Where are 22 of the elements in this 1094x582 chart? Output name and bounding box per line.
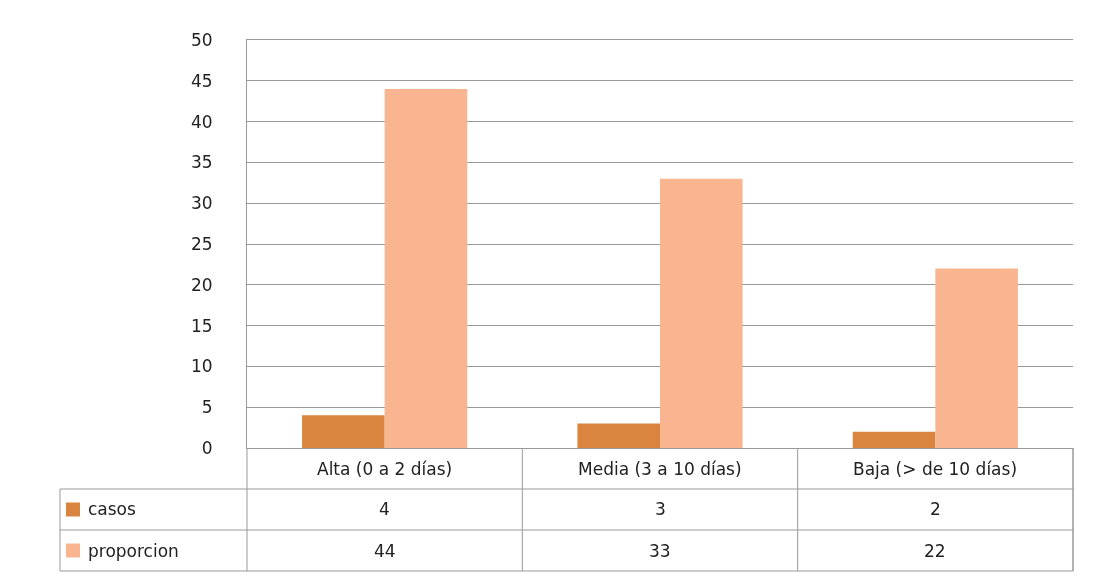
data-label: 44 [374, 541, 396, 561]
x-tick-label: Alta (0 a 2 días) [317, 459, 453, 479]
y-tick-label: 50 [190, 29, 213, 50]
y-tick-label: 5 [201, 397, 213, 418]
x-tick-label: Baja (> de 10 días) [853, 459, 1018, 479]
data-label: 33 [649, 541, 671, 561]
y-tick-label: 45 [190, 70, 213, 91]
y-tick-label: 0 [201, 437, 213, 458]
y-tick-label: 30 [190, 193, 213, 214]
data-label: 2 [930, 499, 941, 519]
y-tick-label: 40 [190, 111, 213, 132]
y-tick-label: 25 [190, 233, 213, 254]
y-tick-label: 15 [190, 315, 213, 336]
data-label: 3 [655, 499, 666, 519]
legend-label: casos [88, 499, 137, 519]
y-tick-label: 35 [190, 152, 213, 173]
y-tick-label: 20 [190, 274, 213, 295]
legend-label: proporcion [88, 541, 179, 561]
y-tick-label: 10 [190, 356, 213, 377]
data-label: 22 [924, 541, 946, 561]
x-tick-label: Media (3 a 10 días) [578, 459, 742, 479]
data-label: 4 [379, 499, 390, 519]
